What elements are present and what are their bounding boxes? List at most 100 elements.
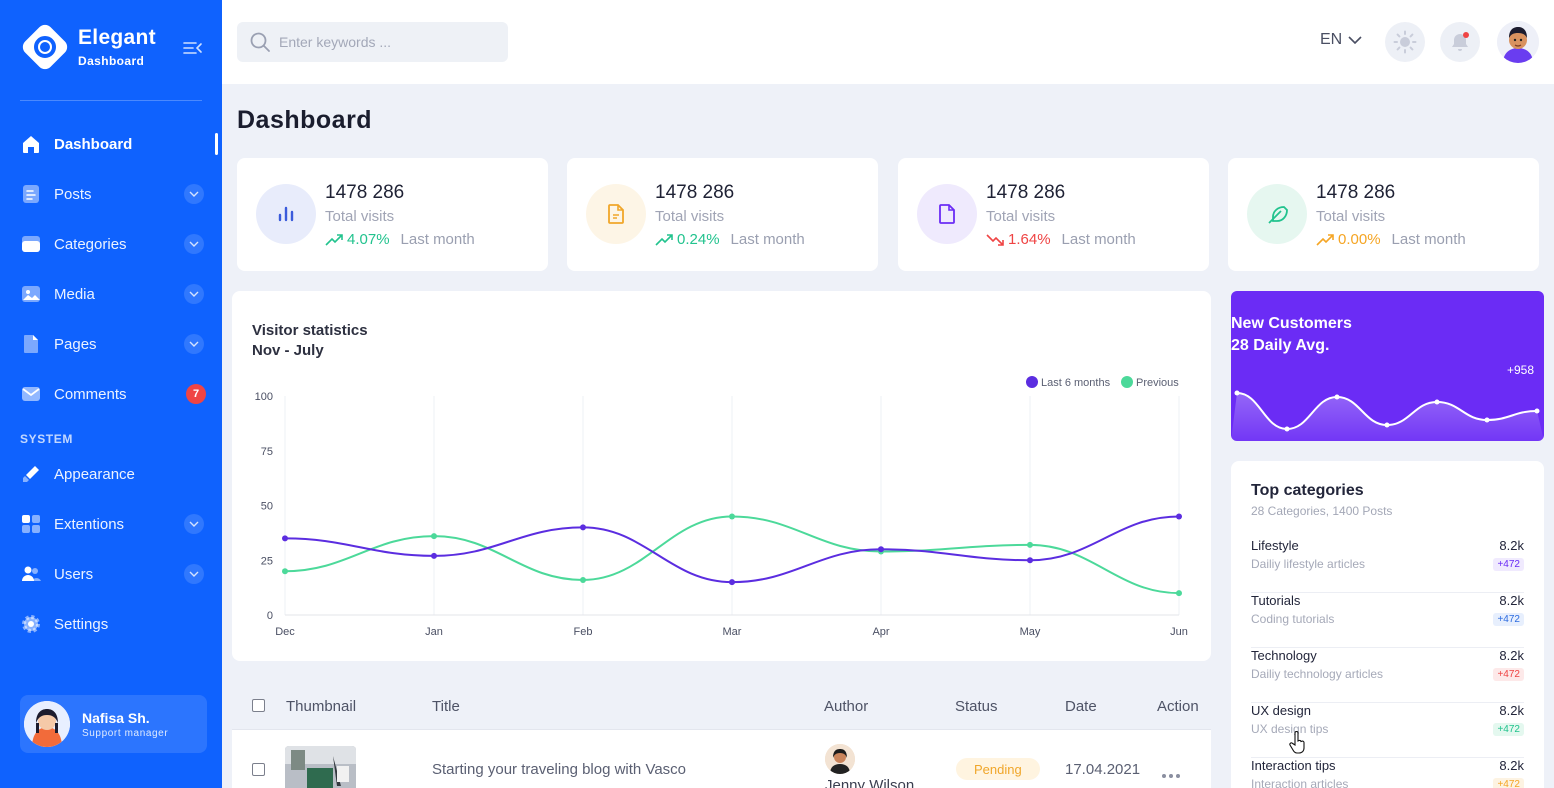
chevron-down-icon[interactable] bbox=[184, 234, 204, 254]
folder-icon bbox=[20, 233, 42, 255]
post-date: 17.04.2021 bbox=[1065, 761, 1141, 778]
category-item[interactable]: Lifestyle Dailiy lifestyle articles 8.2k +4… bbox=[1251, 538, 1524, 593]
table-row[interactable]: Starting your traveling blog with Vasco … bbox=[232, 730, 1211, 788]
data-point bbox=[431, 533, 437, 540]
data-point bbox=[1176, 513, 1182, 520]
category-name: Technology bbox=[1251, 648, 1317, 663]
category-description: Dailiy technology articles bbox=[1251, 667, 1384, 681]
sparkline-point bbox=[1434, 399, 1440, 405]
category-badge: +472 bbox=[1493, 723, 1524, 736]
stat-value: 1478 286 bbox=[1316, 182, 1396, 203]
category-value: 8.2k bbox=[1499, 703, 1524, 718]
sidebar-item-settings[interactable]: Settings bbox=[20, 612, 206, 636]
column-header-title[interactable]: Title bbox=[432, 698, 460, 715]
stat-label: Total visits bbox=[325, 208, 395, 225]
brush-icon bbox=[20, 463, 42, 485]
brand-logo[interactable]: Elegant Dashboard bbox=[19, 21, 156, 73]
sidebar-item-categories[interactable]: Categories bbox=[20, 232, 206, 256]
x-tick-label: Dec bbox=[275, 626, 295, 638]
column-header-action: Action bbox=[1157, 698, 1199, 715]
y-tick-label: 75 bbox=[261, 446, 273, 458]
row-checkbox[interactable] bbox=[252, 763, 265, 776]
stat-card: 1478 286 Total visits 4.07% Last month bbox=[237, 158, 548, 271]
category-description: Dailiy lifestyle articles bbox=[1251, 557, 1366, 571]
status-badge: Pending bbox=[956, 758, 1040, 780]
post-thumbnail[interactable] bbox=[285, 746, 356, 788]
sidebar-item-posts[interactable]: Posts bbox=[20, 182, 206, 206]
stat-change: 0.00% bbox=[1338, 231, 1381, 248]
sidebar-item-users[interactable]: Users bbox=[20, 562, 206, 586]
chevron-down-icon[interactable] bbox=[184, 184, 204, 204]
sidebar-item-label: Categories bbox=[54, 235, 127, 253]
section-label-system: SYSTEM bbox=[20, 432, 73, 446]
column-header-status[interactable]: Status bbox=[955, 698, 998, 715]
category-value: 8.2k bbox=[1499, 758, 1524, 773]
category-item[interactable]: Tutorials Coding tutorials 8.2k +472 bbox=[1251, 593, 1524, 648]
current-user-card[interactable]: Nafisa Sh. Support manager bbox=[20, 695, 207, 753]
collapse-sidebar-icon[interactable] bbox=[182, 38, 204, 58]
sidebar-item-label: Appearance bbox=[54, 465, 135, 483]
sidebar-item-extentions[interactable]: Extentions bbox=[20, 512, 206, 536]
bar-chart-icon bbox=[256, 184, 316, 244]
data-point bbox=[431, 552, 437, 559]
more-actions-icon[interactable] bbox=[1161, 766, 1181, 784]
category-item[interactable]: Interaction tips Interaction articles 8.2k… bbox=[1251, 758, 1524, 788]
data-point bbox=[878, 546, 884, 553]
sidebar-item-media[interactable]: Media bbox=[20, 282, 206, 306]
sidebar-item-appearance[interactable]: Appearance bbox=[20, 462, 206, 486]
x-tick-label: Jan bbox=[425, 626, 443, 638]
page-title: Dashboard bbox=[237, 106, 373, 134]
category-description: Interaction articles bbox=[1251, 777, 1349, 788]
chart-title: Visitor statistics Nov - July bbox=[252, 321, 368, 361]
category-badge: +472 bbox=[1493, 778, 1524, 788]
y-tick-label: 0 bbox=[267, 610, 273, 622]
notifications-button[interactable] bbox=[1440, 22, 1480, 62]
x-tick-label: Mar bbox=[723, 626, 742, 638]
avatar bbox=[24, 701, 70, 747]
select-all-checkbox[interactable] bbox=[252, 699, 265, 712]
legend-marker bbox=[1026, 376, 1038, 388]
chevron-down-icon[interactable] bbox=[184, 284, 204, 304]
file-icon bbox=[586, 184, 646, 244]
y-tick-label: 100 bbox=[255, 391, 273, 403]
category-item[interactable]: Technology Dailiy technology articles 8.2k… bbox=[1251, 648, 1524, 703]
avatar[interactable] bbox=[1497, 21, 1539, 63]
search-icon bbox=[250, 32, 270, 52]
post-author: Jenny Wilson bbox=[825, 777, 915, 788]
language-selector[interactable]: EN bbox=[1320, 31, 1362, 49]
stat-label: Total visits bbox=[1316, 208, 1386, 225]
chart-title-line1: Visitor statistics bbox=[252, 322, 368, 339]
new-customers-title-line1: New Customers bbox=[1231, 315, 1352, 332]
chevron-down-icon[interactable] bbox=[184, 334, 204, 354]
sparkline-area bbox=[1231, 393, 1544, 441]
image-icon bbox=[20, 283, 42, 305]
chevron-down-icon[interactable] bbox=[184, 514, 204, 534]
y-tick-label: 50 bbox=[261, 501, 273, 513]
legend-label: Previous bbox=[1136, 377, 1179, 389]
sparkline-point bbox=[1284, 426, 1290, 432]
search-input[interactable] bbox=[279, 34, 489, 50]
post-title[interactable]: Starting your traveling blog with Vasco bbox=[432, 761, 687, 778]
category-description: Coding tutorials bbox=[1251, 612, 1335, 626]
sidebar-item-dashboard[interactable]: Dashboard bbox=[20, 132, 206, 156]
sidebar: Elegant Dashboard Dashboard Posts Catego… bbox=[0, 0, 222, 788]
chevron-down-icon[interactable] bbox=[184, 564, 204, 584]
sidebar-divider bbox=[20, 100, 202, 101]
column-header-author[interactable]: Author bbox=[824, 698, 869, 715]
bell-icon bbox=[1452, 32, 1469, 51]
search-box[interactable] bbox=[237, 22, 508, 62]
theme-toggle-button[interactable] bbox=[1385, 22, 1425, 62]
sidebar-item-comments[interactable]: Comments 7 bbox=[20, 382, 206, 406]
new-customers-sparkline bbox=[1231, 390, 1544, 441]
column-header-thumbnail[interactable]: Thumbnail bbox=[286, 698, 357, 715]
category-item[interactable]: UX design UX design tips 8.2k +472 bbox=[1251, 703, 1524, 758]
sparkline-point bbox=[1334, 394, 1340, 400]
users-icon bbox=[20, 563, 42, 585]
stat-period: Last month bbox=[730, 231, 805, 248]
visitor-statistics-card: Visitor statistics Nov - July 0 25 50 75 100… bbox=[232, 291, 1211, 661]
column-header-date[interactable]: Date bbox=[1065, 698, 1097, 715]
sidebar-item-label: Extentions bbox=[54, 515, 125, 533]
stat-trend: 0.24% Last month bbox=[655, 231, 805, 248]
trend-down-icon bbox=[986, 233, 1004, 246]
sidebar-item-pages[interactable]: Pages bbox=[20, 332, 206, 356]
